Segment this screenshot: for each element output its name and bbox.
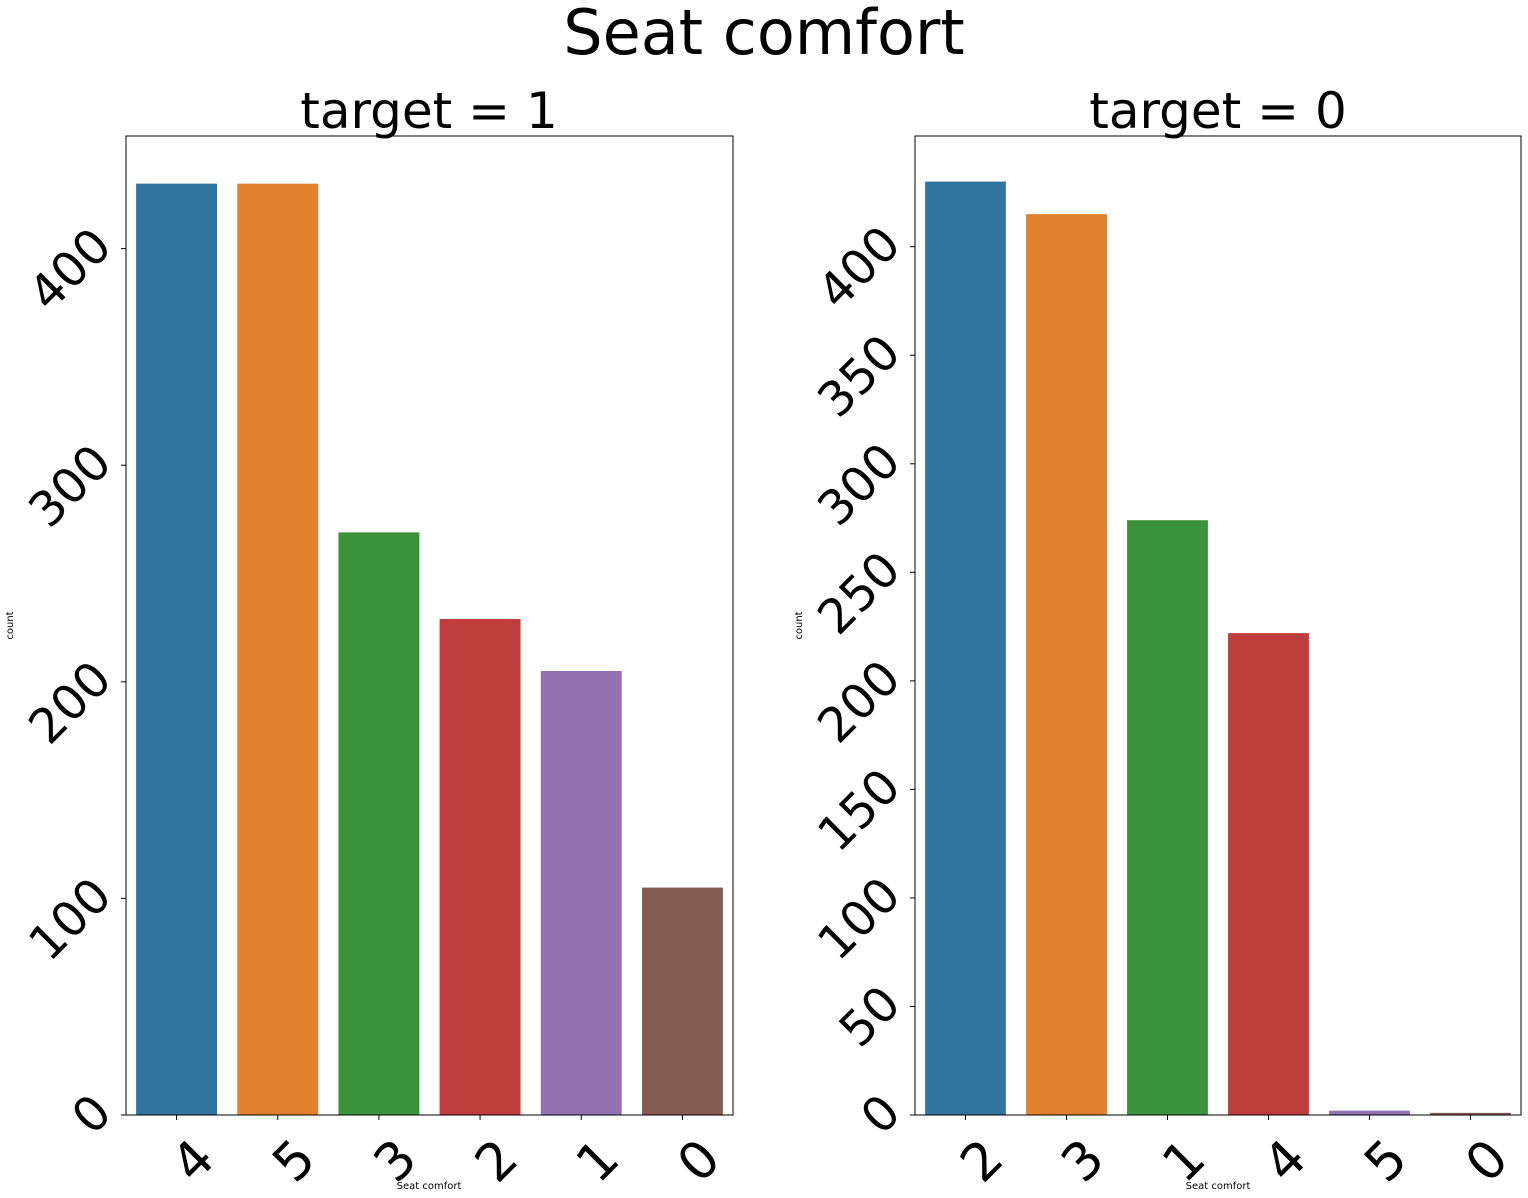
bar-1	[1127, 520, 1208, 1115]
x-axis-label: Seat comfort	[397, 1181, 462, 1192]
bar-5	[237, 183, 319, 1115]
figure-title: Seat comfort	[563, 0, 965, 69]
bar-3	[1026, 214, 1107, 1115]
subplot-title: target = 1	[300, 82, 558, 140]
bar-2	[439, 619, 521, 1115]
bar-5	[1329, 1110, 1410, 1115]
bar-1	[540, 670, 622, 1115]
bar-0	[1430, 1112, 1511, 1115]
bar-4	[136, 183, 218, 1115]
y-axis-label: count	[794, 611, 805, 639]
x-axis-label: Seat comfort	[1186, 1181, 1251, 1192]
y-axis-label: count	[5, 611, 16, 639]
bar-3	[338, 532, 420, 1115]
subplot-title: target = 0	[1089, 82, 1347, 140]
bar-4	[1228, 633, 1309, 1115]
plot-area-frame	[125, 135, 734, 1116]
bar-2	[925, 181, 1006, 1115]
plot-area-frame	[914, 135, 1522, 1116]
bar-0	[641, 887, 723, 1115]
